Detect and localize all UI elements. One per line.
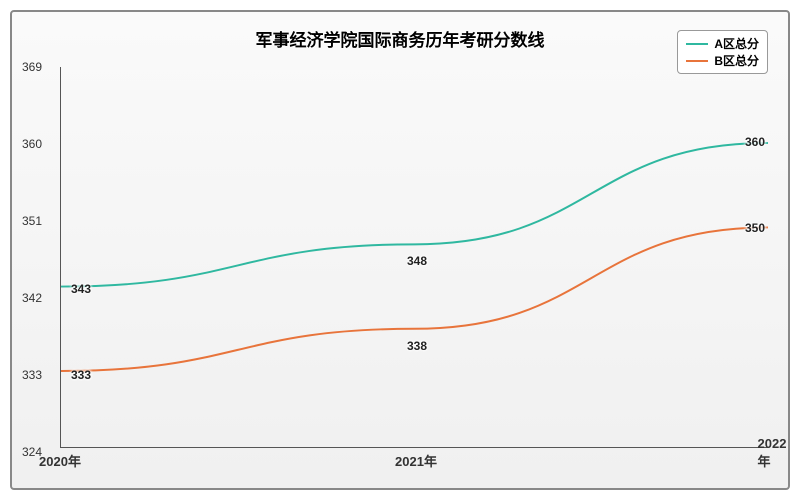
data-point-label: 350 — [743, 220, 767, 236]
plot-area: 343 348 360 333 338 350 — [60, 67, 768, 448]
data-point-label: 360 — [743, 134, 767, 150]
y-axis-tick: 369 — [22, 60, 42, 74]
data-point-label: 348 — [405, 253, 429, 269]
legend-label-a: A区总分 — [714, 35, 759, 52]
legend-item-a: A区总分 — [686, 35, 759, 52]
y-axis-tick: 351 — [22, 214, 42, 228]
legend-swatch-a — [686, 43, 708, 45]
chart-title: 军事经济学院国际商务历年考研分数线 — [256, 26, 545, 51]
y-axis-tick: 333 — [22, 368, 42, 382]
y-axis-tick: 360 — [22, 137, 42, 151]
x-axis-tick: 2021年 — [395, 451, 437, 470]
x-axis-tick: 2022年 — [758, 436, 787, 470]
x-axis-tick: 2020年 — [39, 451, 81, 470]
data-point-label: 333 — [69, 367, 93, 383]
legend-swatch-b — [686, 60, 708, 62]
data-point-label: 343 — [69, 281, 93, 297]
chart-container: 军事经济学院国际商务历年考研分数线 A区总分 B区总分 343348360333… — [10, 10, 790, 490]
data-point-label: 338 — [405, 338, 429, 354]
y-axis-tick: 342 — [22, 291, 42, 305]
